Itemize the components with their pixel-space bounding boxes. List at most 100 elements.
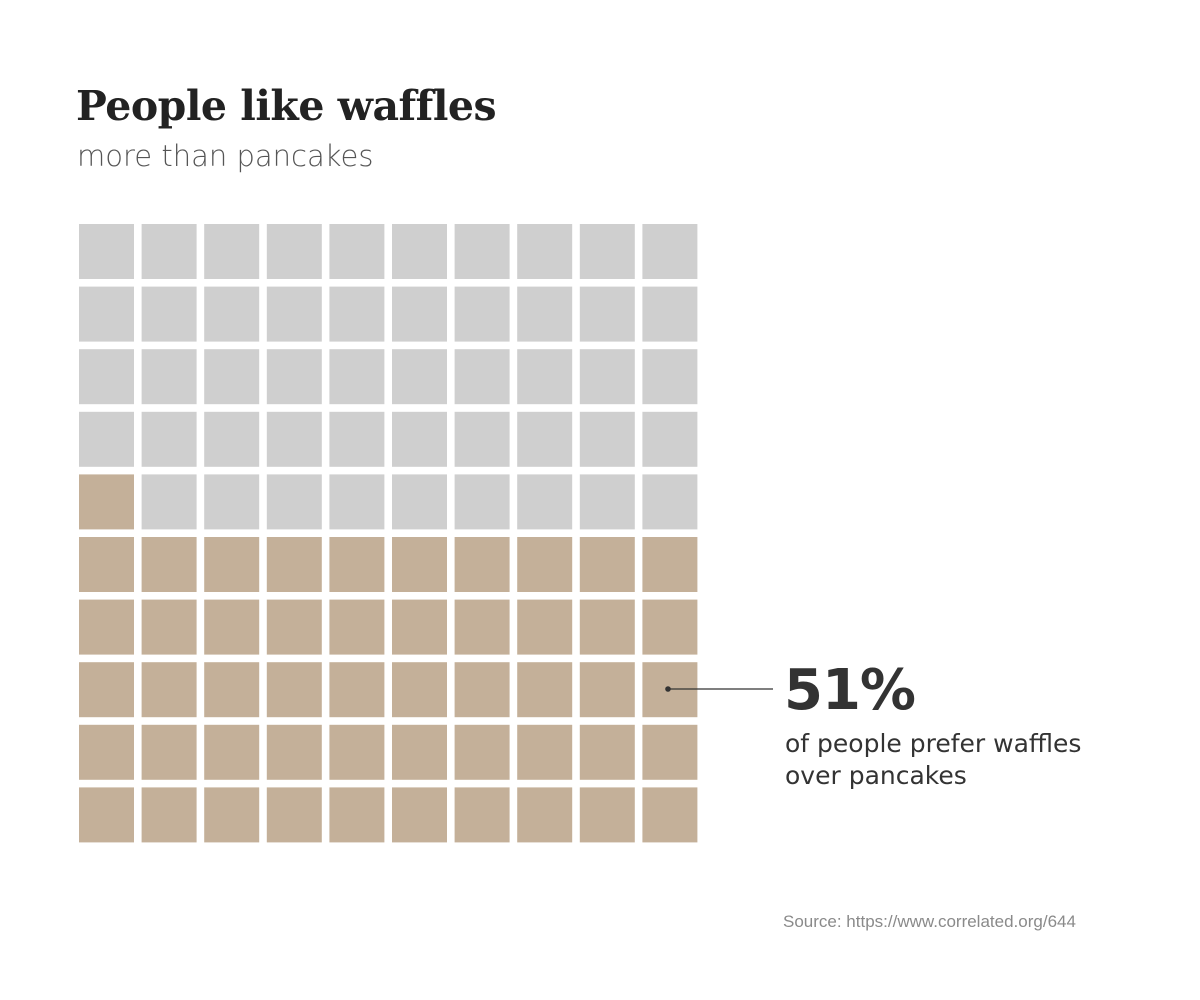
- waffle-cell: [642, 474, 698, 530]
- waffle-cell-highlighted: [204, 787, 260, 843]
- waffle-cell: [579, 286, 635, 342]
- chart-subtitle: more than pancakes: [77, 139, 374, 173]
- waffle-cell-highlighted: [392, 662, 447, 718]
- waffle-cell-highlighted: [517, 662, 573, 718]
- waffle-cell: [329, 224, 385, 279]
- waffle-cell-highlighted: [642, 537, 698, 592]
- waffle-cell-highlighted: [642, 724, 698, 780]
- waffle-cell: [141, 286, 197, 342]
- waffle-cell-highlighted: [392, 599, 447, 655]
- callout-dot: [665, 686, 671, 692]
- waffle-cell: [141, 349, 197, 405]
- waffle-cell: [329, 411, 385, 467]
- waffle-cell-highlighted: [141, 599, 197, 655]
- waffle-cell-highlighted: [141, 724, 197, 780]
- waffle-cell: [579, 349, 635, 405]
- waffle-cell: [204, 224, 260, 279]
- waffle-cell: [517, 286, 573, 342]
- waffle-cell-highlighted: [392, 724, 447, 780]
- waffle-cell-highlighted: [329, 787, 385, 843]
- waffle-cell: [454, 224, 510, 279]
- waffle-cell-highlighted: [141, 537, 197, 592]
- waffle-cell-highlighted: [642, 599, 698, 655]
- waffle-cell-highlighted: [266, 537, 322, 592]
- waffle-cell-highlighted: [517, 787, 573, 843]
- waffle-cell: [329, 349, 385, 405]
- waffle-cell: [579, 411, 635, 467]
- waffle-cell-highlighted: [266, 662, 322, 718]
- waffle-cell-highlighted: [329, 724, 385, 780]
- waffle-cell-highlighted: [579, 537, 635, 592]
- waffle-cell-highlighted: [204, 599, 260, 655]
- highlight-value: 51%: [784, 658, 916, 723]
- chart-title: People like waffles: [76, 82, 497, 130]
- waffle-cell-highlighted: [329, 537, 385, 592]
- waffle-cell-highlighted: [204, 724, 260, 780]
- waffle-cell-highlighted: [266, 787, 322, 843]
- waffle-cell-highlighted: [454, 537, 510, 592]
- waffle-cell-highlighted: [79, 724, 134, 780]
- waffle-cells: [79, 224, 698, 843]
- waffle-cell-highlighted: [204, 537, 260, 592]
- waffle-cell: [454, 411, 510, 467]
- waffle-cell: [579, 224, 635, 279]
- waffle-cell: [642, 349, 698, 405]
- waffle-cell-highlighted: [454, 787, 510, 843]
- waffle-cell: [579, 474, 635, 530]
- waffle-cell: [392, 474, 447, 530]
- waffle-cell-highlighted: [392, 537, 447, 592]
- waffle-cell: [79, 349, 134, 405]
- waffle-cell: [642, 411, 698, 467]
- waffle-cell-highlighted: [517, 599, 573, 655]
- waffle-cell: [204, 411, 260, 467]
- waffle-cell: [454, 474, 510, 530]
- waffle-cell-highlighted: [392, 787, 447, 843]
- waffle-cell-highlighted: [517, 724, 573, 780]
- waffle-cell-highlighted: [79, 599, 134, 655]
- waffle-cell: [392, 349, 447, 405]
- waffle-cell-highlighted: [141, 787, 197, 843]
- waffle-cell-highlighted: [579, 599, 635, 655]
- waffle-cell: [517, 474, 573, 530]
- waffle-cell-highlighted: [579, 662, 635, 718]
- waffle-cell: [454, 349, 510, 405]
- source-note: Source: https://www.correlated.org/644: [783, 912, 1076, 931]
- waffle-cell-highlighted: [266, 599, 322, 655]
- waffle-cell: [266, 224, 322, 279]
- waffle-cell: [266, 411, 322, 467]
- waffle-cell: [454, 286, 510, 342]
- waffle-cell-highlighted: [79, 537, 134, 592]
- waffle-cell: [517, 224, 573, 279]
- highlight-description: of people prefer waffles over pancakes: [785, 728, 1145, 792]
- waffle-cell: [329, 474, 385, 530]
- waffle-cell: [141, 474, 197, 530]
- waffle-cell: [392, 286, 447, 342]
- waffle-cell-highlighted: [642, 787, 698, 843]
- waffle-cell-highlighted: [579, 787, 635, 843]
- waffle-cell-highlighted: [141, 662, 197, 718]
- waffle-cell: [204, 286, 260, 342]
- waffle-cell: [204, 349, 260, 405]
- waffle-cell: [329, 286, 385, 342]
- waffle-cell: [642, 286, 698, 342]
- highlight-description-line: over pancakes: [785, 761, 967, 790]
- waffle-cell-highlighted: [579, 724, 635, 780]
- waffle-cell-highlighted: [454, 724, 510, 780]
- waffle-cell-highlighted: [329, 599, 385, 655]
- waffle-cell: [392, 224, 447, 279]
- waffle-cell: [266, 474, 322, 530]
- waffle-cell: [79, 224, 134, 279]
- waffle-cell-highlighted: [79, 474, 134, 530]
- waffle-cell: [642, 224, 698, 279]
- waffle-cell: [517, 349, 573, 405]
- waffle-cell: [141, 224, 197, 279]
- waffle-cell-highlighted: [79, 662, 134, 718]
- waffle-cell-highlighted: [517, 537, 573, 592]
- waffle-cell-highlighted: [454, 662, 510, 718]
- waffle-cell: [79, 286, 134, 342]
- waffle-cell: [266, 286, 322, 342]
- waffle-cell-highlighted: [204, 662, 260, 718]
- waffle-cell: [141, 411, 197, 467]
